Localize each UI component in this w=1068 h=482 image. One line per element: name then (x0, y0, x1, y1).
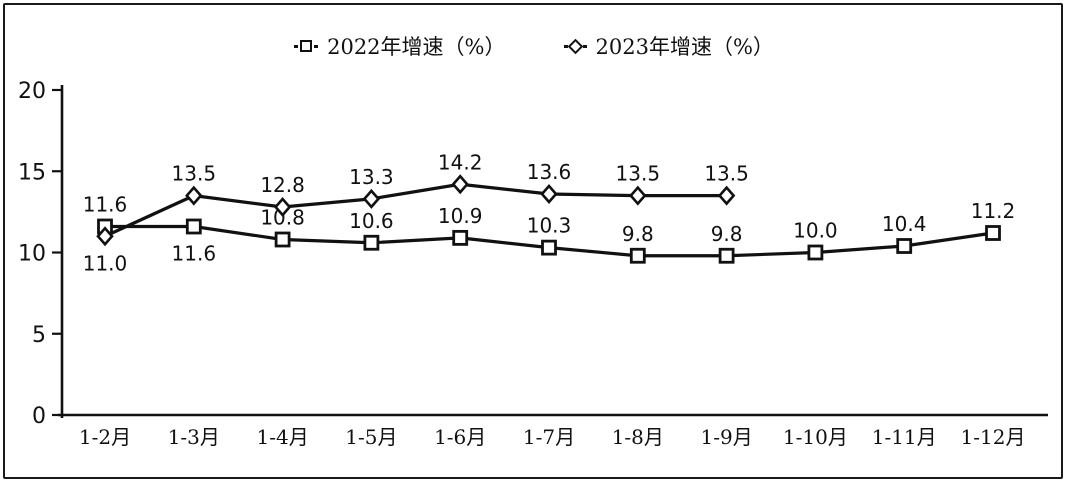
series-line-2023年增速（%） (103, 182, 729, 238)
diamond-icon (567, 38, 583, 54)
diamond-point-icon (96, 226, 114, 247)
x-tick-label: 1-7月 (523, 425, 575, 449)
data-label: 9.8 (622, 222, 654, 246)
dash-icon (314, 44, 319, 48)
data-label: 10.9 (438, 204, 483, 228)
data-label: 10.4 (882, 212, 927, 236)
square-point-icon (541, 239, 557, 256)
data-label: 13.3 (349, 165, 394, 189)
dash-icon (294, 44, 299, 48)
y-tick-label: 0 (32, 404, 46, 429)
x-tick-label: 1-8月 (612, 425, 664, 449)
square-icon (300, 40, 313, 52)
diamond-point-icon (362, 188, 381, 209)
square-marker-icon (294, 40, 319, 52)
x-tick-label: 1-12月 (961, 425, 1026, 449)
y-tick-label: 5 (32, 323, 46, 348)
square-point-icon (452, 229, 469, 246)
data-label: 10.6 (349, 209, 394, 233)
data-label: 13.5 (704, 162, 749, 186)
square-point-icon (807, 244, 824, 261)
legend-label-2023: 2023年增速（%） (595, 35, 774, 59)
legend-label-2022: 2022年增速（%） (327, 35, 506, 59)
diamond-point-icon (451, 174, 469, 195)
diamond-point-icon (717, 185, 736, 206)
square-point-icon (185, 218, 202, 235)
diamond-point-icon (273, 197, 292, 217)
x-tick-label: 1-10月 (783, 425, 848, 449)
data-label: 10.0 (793, 219, 838, 243)
x-tick-label: 1-2月 (79, 425, 131, 449)
dash-icon (563, 44, 568, 48)
x-tick-label: 1-3月 (168, 425, 220, 449)
x-tick-label: 1-11月 (872, 425, 937, 449)
square-point-icon (274, 231, 291, 248)
legend-item-2022: 2022年增速（%） (294, 31, 506, 61)
x-tick-label: 1-5月 (345, 425, 397, 449)
legend-item-2023: 2023年增速（%） (563, 31, 774, 61)
diamond-point-icon (629, 185, 647, 206)
data-label: 11.2 (971, 199, 1016, 223)
x-tick-label: 1-4月 (256, 425, 308, 449)
square-point-icon (629, 247, 646, 264)
data-label: 13.5 (616, 162, 661, 186)
data-label: 13.6 (527, 160, 572, 184)
data-label: 12.8 (260, 173, 305, 197)
y-tick-label: 15 (18, 160, 46, 185)
y-tick-label: 10 (18, 242, 46, 267)
square-point-icon (985, 225, 1001, 241)
square-point-icon (896, 238, 913, 254)
data-label: 11.0 (83, 251, 128, 275)
square-point-icon (363, 234, 380, 251)
diamond-point-icon (540, 184, 558, 204)
x-tick-label: 1-9月 (700, 425, 752, 449)
y-tick-label: 20 (18, 79, 46, 104)
x-tick-label: 1-6月 (434, 425, 486, 449)
data-label: 14.2 (438, 150, 483, 174)
chart-legend: 2022年增速（%） 2023年增速（%） (0, 31, 1068, 61)
data-label: 11.6 (172, 242, 217, 266)
data-label: 9.8 (711, 222, 743, 246)
diamond-marker-icon (563, 38, 587, 54)
dash-icon (582, 44, 587, 48)
data-label: 13.5 (172, 162, 217, 186)
square-point-icon (718, 247, 735, 264)
data-label: 11.6 (83, 193, 128, 217)
data-label: 10.3 (527, 214, 572, 238)
diamond-point-icon (185, 185, 203, 206)
